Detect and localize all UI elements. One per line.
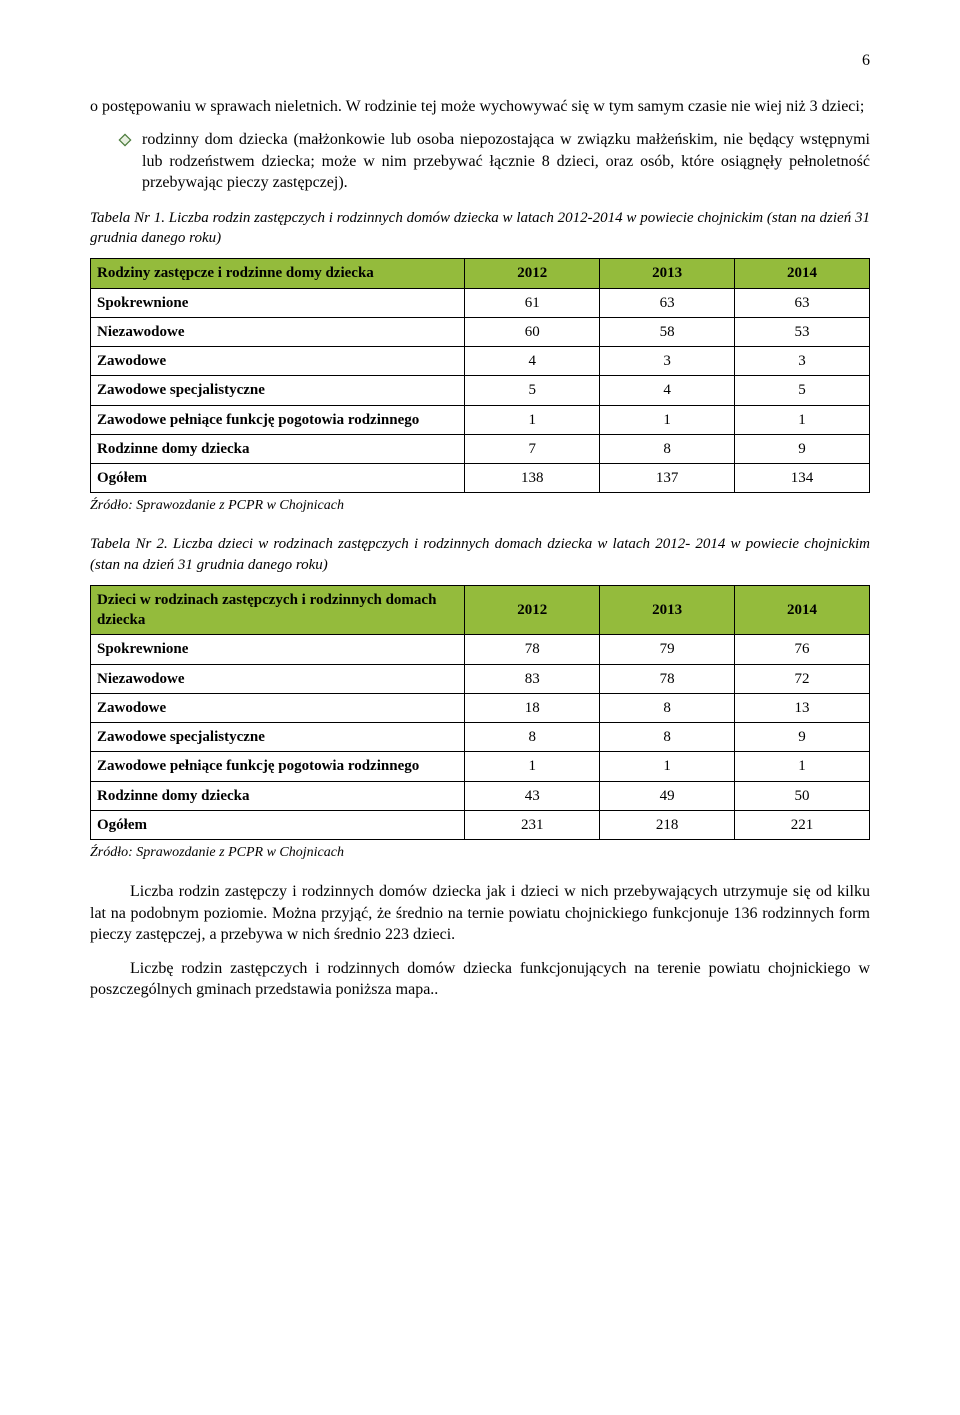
table1: Rodziny zastępcze i rodzinne domy dzieck… xyxy=(90,258,870,493)
row-label: Ogółem xyxy=(91,464,465,493)
cell-value: 78 xyxy=(600,664,735,693)
row-label: Spokrewnione xyxy=(91,288,465,317)
cell-value: 78 xyxy=(465,635,600,664)
cell-value: 61 xyxy=(465,288,600,317)
table-row: Zawodowe pełniące funkcję pogotowia rodz… xyxy=(91,405,870,434)
cell-value: 9 xyxy=(735,723,870,752)
table-row: Ogółem138137134 xyxy=(91,464,870,493)
cell-value: 134 xyxy=(735,464,870,493)
cell-value: 60 xyxy=(465,317,600,346)
cell-value: 72 xyxy=(735,664,870,693)
table1-year-2: 2014 xyxy=(735,259,870,288)
cell-value: 50 xyxy=(735,781,870,810)
bullet-item: rodzinny dom dziecka (małżonkowie lub os… xyxy=(118,129,870,194)
cell-value: 13 xyxy=(735,693,870,722)
cell-value: 1 xyxy=(465,752,600,781)
page-number: 6 xyxy=(90,50,870,72)
table2-source: Źródło: Sprawozdanie z PCPR w Chojnicach xyxy=(90,844,870,863)
bullet-text: rodzinny dom dziecka (małżonkowie lub os… xyxy=(142,129,870,194)
cell-value: 1 xyxy=(465,405,600,434)
cell-value: 76 xyxy=(735,635,870,664)
cell-value: 137 xyxy=(600,464,735,493)
table-row: Niezawodowe837872 xyxy=(91,664,870,693)
table-row: Spokrewnione787976 xyxy=(91,635,870,664)
table-row: Zawodowe433 xyxy=(91,347,870,376)
cell-value: 4 xyxy=(600,376,735,405)
table-row: Zawodowe18813 xyxy=(91,693,870,722)
closing-paragraph-1: Liczba rodzin zastępczy i rodzinnych dom… xyxy=(90,881,870,946)
row-label: Zawodowe xyxy=(91,693,465,722)
row-label: Rodzinne domy dziecka xyxy=(91,434,465,463)
cell-value: 3 xyxy=(600,347,735,376)
cell-value: 1 xyxy=(735,752,870,781)
cell-value: 221 xyxy=(735,810,870,839)
row-label: Zawodowe specjalistyczne xyxy=(91,376,465,405)
cell-value: 1 xyxy=(600,405,735,434)
cell-value: 1 xyxy=(735,405,870,434)
cell-value: 63 xyxy=(735,288,870,317)
table1-year-0: 2012 xyxy=(465,259,600,288)
cell-value: 138 xyxy=(465,464,600,493)
diamond-bullet-icon xyxy=(118,132,132,154)
table1-source: Źródło: Sprawozdanie z PCPR w Chojnicach xyxy=(90,497,870,516)
table-row: Zawodowe specjalistyczne889 xyxy=(91,723,870,752)
cell-value: 9 xyxy=(735,434,870,463)
cell-value: 43 xyxy=(465,781,600,810)
table1-header-row: Rodziny zastępcze i rodzinne domy dzieck… xyxy=(91,259,870,288)
cell-value: 7 xyxy=(465,434,600,463)
cell-value: 4 xyxy=(465,347,600,376)
cell-value: 63 xyxy=(600,288,735,317)
table-row: Rodzinne domy dziecka789 xyxy=(91,434,870,463)
cell-value: 79 xyxy=(600,635,735,664)
table2-year-2: 2014 xyxy=(735,585,870,635)
cell-value: 8 xyxy=(600,434,735,463)
table-row: Zawodowe specjalistyczne545 xyxy=(91,376,870,405)
cell-value: 58 xyxy=(600,317,735,346)
table2-caption: Tabela Nr 2. Liczba dzieci w rodzinach z… xyxy=(90,534,870,575)
table2: Dzieci w rodzinach zastępczych i rodzinn… xyxy=(90,585,870,840)
table-row: Ogółem231218221 xyxy=(91,810,870,839)
table2-year-0: 2012 xyxy=(465,585,600,635)
cell-value: 231 xyxy=(465,810,600,839)
row-label: Spokrewnione xyxy=(91,635,465,664)
table-row: Zawodowe pełniące funkcję pogotowia rodz… xyxy=(91,752,870,781)
cell-value: 8 xyxy=(465,723,600,752)
cell-value: 83 xyxy=(465,664,600,693)
table1-caption: Tabela Nr 1. Liczba rodzin zastępczych i… xyxy=(90,208,870,249)
table1-header-label: Rodziny zastępcze i rodzinne domy dzieck… xyxy=(91,259,465,288)
cell-value: 5 xyxy=(735,376,870,405)
row-label: Zawodowe pełniące funkcję pogotowia rodz… xyxy=(91,405,465,434)
cell-value: 5 xyxy=(465,376,600,405)
row-label: Niezawodowe xyxy=(91,664,465,693)
page: 6 o postępowaniu w sprawach nieletnich. … xyxy=(0,0,960,1073)
table2-header-label: Dzieci w rodzinach zastępczych i rodzinn… xyxy=(91,585,465,635)
cell-value: 53 xyxy=(735,317,870,346)
cell-value: 3 xyxy=(735,347,870,376)
table-row: Spokrewnione616363 xyxy=(91,288,870,317)
table2-header-row: Dzieci w rodzinach zastępczych i rodzinn… xyxy=(91,585,870,635)
closing-paragraph-2: Liczbę rodzin zastępczych i rodzinnych d… xyxy=(90,958,870,1001)
table1-year-1: 2013 xyxy=(600,259,735,288)
row-label: Zawodowe specjalistyczne xyxy=(91,723,465,752)
cell-value: 49 xyxy=(600,781,735,810)
cell-value: 8 xyxy=(600,723,735,752)
row-label: Ogółem xyxy=(91,810,465,839)
intro-paragraph: o postępowaniu w sprawach nieletnich. W … xyxy=(90,96,870,118)
cell-value: 218 xyxy=(600,810,735,839)
row-label: Zawodowe pełniące funkcję pogotowia rodz… xyxy=(91,752,465,781)
row-label: Zawodowe xyxy=(91,347,465,376)
row-label: Rodzinne domy dziecka xyxy=(91,781,465,810)
cell-value: 8 xyxy=(600,693,735,722)
table-row: Rodzinne domy dziecka434950 xyxy=(91,781,870,810)
table2-year-1: 2013 xyxy=(600,585,735,635)
table-row: Niezawodowe605853 xyxy=(91,317,870,346)
cell-value: 18 xyxy=(465,693,600,722)
cell-value: 1 xyxy=(600,752,735,781)
row-label: Niezawodowe xyxy=(91,317,465,346)
